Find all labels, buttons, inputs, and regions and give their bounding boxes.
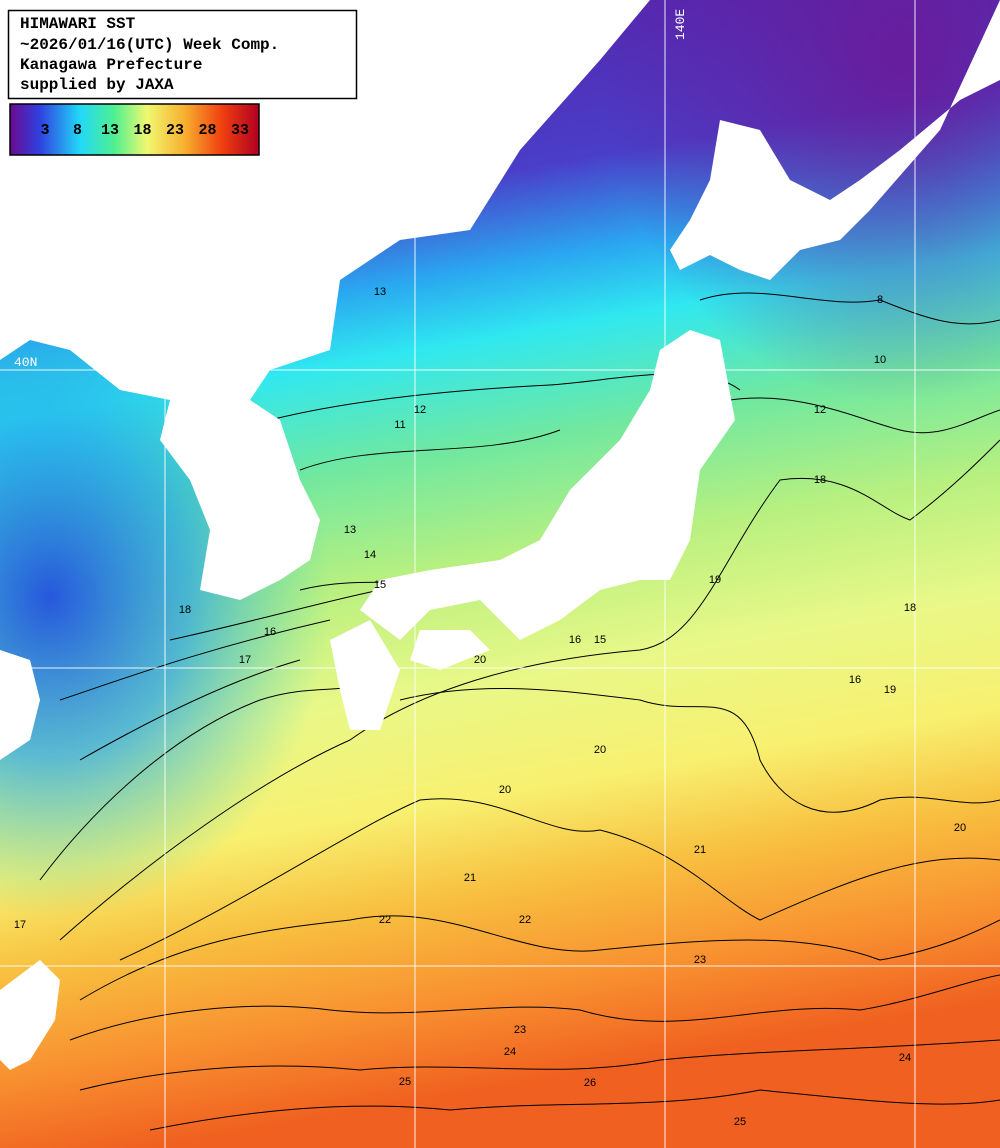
contour-label: 17 [14, 919, 26, 931]
land-mass [0, 960, 60, 1070]
contour-label: 13 [374, 286, 386, 298]
color-bar-label: 13 [101, 122, 119, 139]
color-bar-ticks: 3 8 13 18 23 28 33 [40, 122, 249, 139]
land-mass [670, 0, 1000, 280]
contour-line [119, 798, 1000, 961]
color-bar-label: 8 [73, 122, 82, 139]
contour-label: 20 [954, 822, 966, 834]
contour-line [69, 974, 1000, 1041]
longitude-label: 140E [673, 9, 688, 40]
title-line: supplied by JAXA [20, 76, 174, 94]
contour-label: 18 [179, 604, 191, 616]
contour-label: 16 [849, 674, 861, 686]
contour-label: 20 [474, 654, 486, 666]
contour-line [299, 429, 561, 471]
contour-label: 18 [904, 602, 916, 614]
contour-line [699, 292, 1000, 325]
color-bar-label: 18 [133, 122, 151, 139]
contour-label: 16 [264, 626, 276, 638]
contour-line [59, 439, 1000, 941]
title-line: HIMAWARI SST [20, 15, 136, 33]
contour-label: 12 [814, 404, 826, 416]
contour-label: 12 [414, 404, 426, 416]
contour-label: 19 [884, 684, 896, 696]
contour-label: 25 [734, 1116, 746, 1128]
contour-line [79, 915, 1000, 1001]
color-bar-label: 3 [40, 122, 49, 139]
color-bar-label: 33 [231, 122, 249, 139]
contour-label: 24 [899, 1052, 911, 1064]
contour-label: 15 [594, 634, 606, 646]
contour-label: 20 [499, 784, 511, 796]
contour-label: 15 [374, 579, 386, 591]
contour-label: 23 [694, 954, 706, 966]
land-mass [330, 620, 400, 730]
contour-label: 8 [877, 294, 883, 306]
contour-label: 19 [709, 574, 721, 586]
contour-label: 14 [364, 549, 376, 561]
contour-label: 22 [379, 914, 391, 926]
contour-label: 16 [569, 634, 581, 646]
contour-label: 20 [594, 744, 606, 756]
contour-labels: 13 11 12 13 14 15 16 17 18 16 15 20 19 18 16 20 20 21 19 20… [14, 286, 966, 1128]
contour-line [59, 619, 331, 701]
latitude-label: 40N [14, 355, 37, 370]
title-line: Kanagawa Prefecture [20, 56, 202, 74]
contour-line [79, 1039, 1000, 1091]
land-mass [410, 630, 490, 670]
title-line: ~2026/01/16(UTC) Week Comp. [20, 36, 279, 54]
contour-line [729, 397, 1000, 434]
color-bar [9, 103, 260, 156]
contour-line [169, 589, 381, 641]
contour-line [399, 687, 1000, 813]
legend: HIMAWARI SST ~2026/01/16(UTC) Week Comp.… [7, 9, 358, 156]
contour-label: 17 [239, 654, 251, 666]
color-bar-label: 28 [198, 122, 216, 139]
contour-line [149, 1089, 1000, 1131]
contours [39, 292, 1000, 1131]
contour-label: 18 [814, 474, 826, 486]
contour-label: 21 [464, 872, 476, 884]
title-box [7, 9, 358, 100]
contour-label: 23 [514, 1024, 526, 1036]
contour-label: 25 [399, 1076, 411, 1088]
contour-label: 11 [394, 419, 405, 431]
land-mass [360, 330, 735, 640]
land-mass [0, 650, 40, 760]
contour-label: 26 [584, 1077, 596, 1089]
contour-label: 13 [344, 524, 356, 536]
color-bar-label: 23 [166, 122, 184, 139]
contour-label: 10 [874, 354, 886, 366]
contour-label: 24 [504, 1046, 516, 1058]
contour-label: 22 [519, 914, 531, 926]
contour-label: 21 [694, 844, 706, 856]
